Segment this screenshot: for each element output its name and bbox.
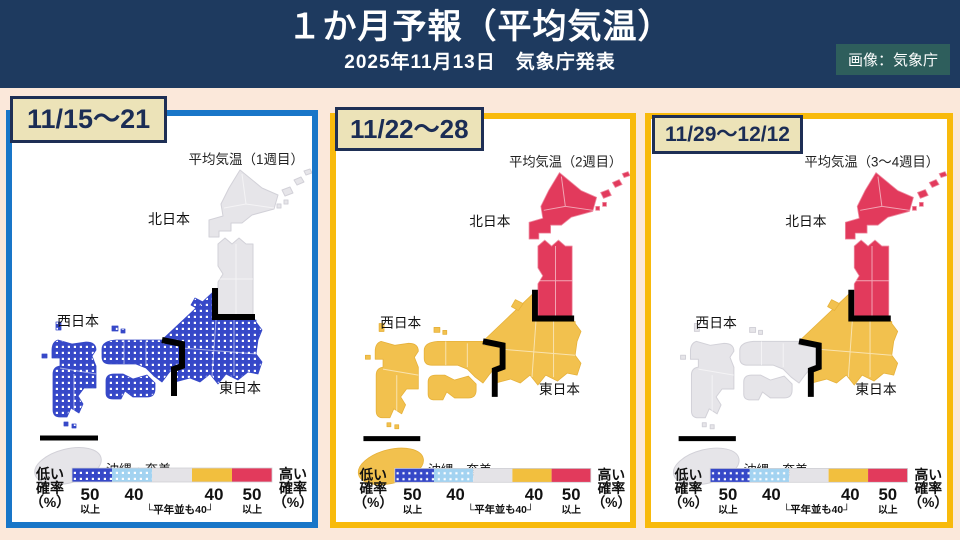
legend-low-line1: 低い xyxy=(35,466,64,482)
legend-tick-50-right-sub: 以上 xyxy=(878,503,898,516)
legend-tick-50-right-sub: 以上 xyxy=(242,503,262,516)
legend-tick-50-right: 50 xyxy=(562,485,581,504)
image-credit-badge: 画像：気象庁 xyxy=(835,44,950,75)
legend-tick-50-left: 50 xyxy=(403,485,422,504)
boundary-north-east xyxy=(532,289,575,322)
region-north-japan xyxy=(528,171,630,317)
legend-seg-normal xyxy=(152,468,192,482)
region-east-japan xyxy=(163,291,263,385)
legend-high-line2: 確率 xyxy=(914,480,942,496)
legend-low-line3: （%） xyxy=(669,494,709,510)
map-title: 平均気温（2週目） xyxy=(509,155,622,170)
legend-seg-low40 xyxy=(112,468,152,482)
legend-seg-high50 xyxy=(551,468,591,483)
japan-map-week1: 平均気温（1週目） xyxy=(30,152,312,516)
legend-tick-50-right: 50 xyxy=(878,485,897,504)
legend-seg-high40 xyxy=(828,468,869,483)
header-bar: １か月予報（平均気温） 2025年11月13日 気象庁発表 画像：気象庁 xyxy=(0,0,960,88)
legend-low-line3: （%） xyxy=(30,494,70,510)
label-east-japan: 東日本 xyxy=(855,381,897,397)
probability-legend: 低い 確率 （%） 高い 確率 （%） 50 以上 40 └平年並も40┘ 40… xyxy=(669,466,947,516)
legend-tick-40-left: 40 xyxy=(762,485,781,504)
probability-legend: 低い 確率 （%） 高い 確率 （%） 50 以上 40 └平年並も40┘ 40… xyxy=(353,466,630,516)
label-west-japan: 西日本 xyxy=(695,314,737,330)
legend-tick-50-left: 50 xyxy=(81,485,100,504)
label-west-japan: 西日本 xyxy=(57,313,99,329)
label-east-japan: 東日本 xyxy=(219,380,261,396)
region-west-japan xyxy=(365,323,502,430)
boundary-north-east xyxy=(848,289,891,322)
forecast-panel-week3-4: 11/29～12/12 平均気温（3～4週目） xyxy=(645,113,953,528)
legend-seg-low50 xyxy=(710,468,750,483)
boundary-north-east xyxy=(212,288,255,320)
legend-mid-note: └平年並も40┘ xyxy=(146,503,215,516)
page-subtitle: 2025年11月13日 気象庁発表 xyxy=(344,52,616,74)
legend-high-line2: 確率 xyxy=(279,480,307,496)
region-north-japan xyxy=(844,171,947,317)
legend-high-line3: （%） xyxy=(908,494,947,510)
legend-low-line1: 低い xyxy=(674,466,703,482)
label-north-japan: 北日本 xyxy=(785,213,827,229)
forecast-panel-week2: 11/22～28 平均気温（2週目） xyxy=(330,107,636,528)
probability-legend: 低い 確率 （%） 高い 確率 （%） 50 以上 40 └平年並も40┘ 40… xyxy=(30,466,312,516)
map-title: 平均気温（1週目） xyxy=(188,152,304,167)
legend-tick-40-left: 40 xyxy=(446,485,465,504)
forecast-panel-week1: 11/15～21 平均気温（1週目） xyxy=(6,96,318,528)
legend-tick-50-left-sub: 以上 xyxy=(718,503,738,516)
boundary-east-west xyxy=(482,338,506,397)
date-range-label-week2: 11/22～28 xyxy=(335,107,484,151)
legend-tick-40-left: 40 xyxy=(125,485,144,504)
legend-seg-low50 xyxy=(394,468,434,483)
legend-mid-note: └平年並も40┘ xyxy=(467,503,534,516)
legend-seg-high40 xyxy=(512,468,552,483)
legend-tick-40-right: 40 xyxy=(841,485,860,504)
legend-low-line2: 確率 xyxy=(36,480,64,496)
legend-tick-40-right: 40 xyxy=(205,485,224,504)
label-north-japan: 北日本 xyxy=(148,211,190,227)
label-west-japan: 西日本 xyxy=(380,315,421,330)
region-west-japan xyxy=(41,321,181,429)
legend-seg-normal xyxy=(789,468,829,483)
legend-high-line3: （%） xyxy=(592,495,630,510)
date-range-label-week3-4: 11/29～12/12 xyxy=(652,115,803,154)
legend-seg-high40 xyxy=(192,468,232,482)
region-west-japan xyxy=(680,322,818,430)
legend-tick-50-left-sub: 以上 xyxy=(403,503,423,516)
legend-high-line1: 高い xyxy=(598,466,625,482)
boundary-east-west xyxy=(161,337,185,396)
legend-high-line2: 確率 xyxy=(598,480,626,496)
legend-low-line3: （%） xyxy=(353,495,393,510)
legend-seg-high50 xyxy=(868,468,908,483)
legend-seg-low50 xyxy=(72,468,112,482)
label-north-japan: 北日本 xyxy=(469,214,510,229)
legend-seg-normal xyxy=(473,468,513,483)
legend-tick-50-left: 50 xyxy=(719,485,738,504)
legend-high-line3: （%） xyxy=(273,494,312,510)
boundary-east-west xyxy=(798,338,822,397)
legend-tick-50-right: 50 xyxy=(243,485,262,504)
date-range-label-week1: 11/15～21 xyxy=(10,96,168,143)
label-east-japan: 東日本 xyxy=(539,382,580,397)
legend-low-line1: 低い xyxy=(359,466,387,482)
legend-high-line1: 高い xyxy=(279,466,307,482)
map-title: 平均気温（3～4週目） xyxy=(804,155,939,170)
legend-high-line1: 高い xyxy=(914,466,942,482)
legend-seg-high50 xyxy=(232,468,272,482)
japan-map-week3-4: 平均気温（3～4週目） xyxy=(669,155,947,516)
region-north-japan xyxy=(208,168,312,316)
legend-tick-50-left-sub: 以上 xyxy=(80,503,100,516)
page-title: １か月予報（平均気温） xyxy=(287,8,673,46)
legend-seg-low40 xyxy=(749,468,790,483)
legend-mid-note: └平年並も40┘ xyxy=(783,503,851,516)
legend-seg-low40 xyxy=(434,468,474,483)
japan-map-week2: 平均気温（2週目） xyxy=(353,155,630,516)
legend-low-line2: 確率 xyxy=(360,480,388,496)
legend-low-line2: 確率 xyxy=(675,480,703,496)
legend-tick-40-right: 40 xyxy=(525,485,544,504)
legend-tick-50-right-sub: 以上 xyxy=(561,503,581,516)
